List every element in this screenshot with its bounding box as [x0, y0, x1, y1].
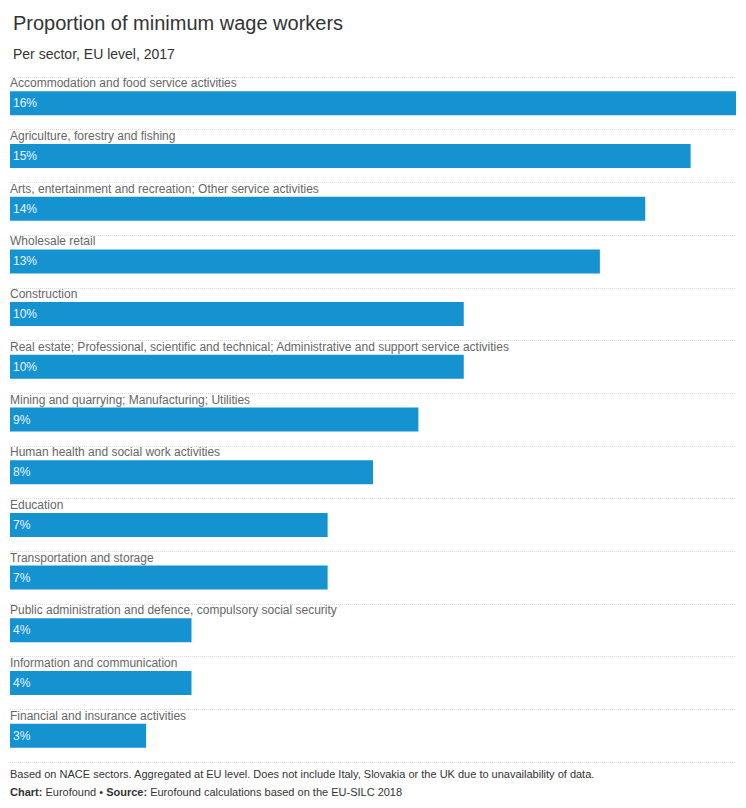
svg-text:Proportion of minimum wage wor: Proportion of minimum wage workers — [13, 12, 343, 34]
svg-text:4%: 4% — [13, 623, 31, 637]
svg-text:Human health and social work a: Human health and social work activities — [10, 445, 220, 459]
svg-text:Transportation and storage: Transportation and storage — [10, 551, 154, 565]
svg-text:13%: 13% — [13, 254, 37, 268]
svg-text:Chart:: Chart: — [10, 786, 42, 798]
svg-text:Eurofound calculations based o: Eurofound calculations based on the EU-S… — [147, 786, 402, 798]
svg-text:8%: 8% — [13, 465, 31, 479]
svg-text:16%: 16% — [13, 96, 37, 110]
svg-text:Agriculture, forestry and fish: Agriculture, forestry and fishing — [10, 129, 175, 143]
svg-text:Based on NACE sectors. Aggrega: Based on NACE sectors. Aggregated at EU … — [10, 768, 594, 780]
svg-text:Real estate; Professional, sci: Real estate; Professional, scientific an… — [10, 340, 509, 354]
svg-text:Construction: Construction — [10, 287, 77, 301]
svg-text:Per sector, EU level, 2017: Per sector, EU level, 2017 — [13, 46, 175, 62]
svg-text:Mining and quarrying; Manufact: Mining and quarrying; Manufacturing; Uti… — [10, 393, 250, 407]
svg-text:3%: 3% — [13, 729, 31, 743]
svg-text:4%: 4% — [13, 676, 31, 690]
svg-text:Arts, entertainment and recrea: Arts, entertainment and recreation; Othe… — [10, 182, 319, 196]
svg-text:Information and communication: Information and communication — [10, 656, 177, 670]
svg-text:14%: 14% — [13, 202, 37, 216]
svg-text:9%: 9% — [13, 413, 31, 427]
svg-text:Public administration and defe: Public administration and defence, compu… — [10, 603, 337, 617]
svg-text:10%: 10% — [13, 360, 37, 374]
svg-text:10%: 10% — [13, 307, 37, 321]
svg-text:Eurofound: Eurofound — [42, 786, 96, 798]
svg-text:Education: Education — [10, 498, 63, 512]
svg-text:7%: 7% — [13, 571, 31, 585]
svg-text:•: • — [96, 786, 106, 798]
svg-text:Source:: Source: — [106, 786, 147, 798]
svg-text:7%: 7% — [13, 518, 31, 532]
svg-text:Financial and insurance activi: Financial and insurance activities — [10, 709, 186, 723]
svg-text:Accommodation and food service: Accommodation and food service activitie… — [10, 76, 237, 90]
svg-text:Wholesale retail: Wholesale retail — [10, 234, 95, 248]
svg-text:15%: 15% — [13, 149, 37, 163]
